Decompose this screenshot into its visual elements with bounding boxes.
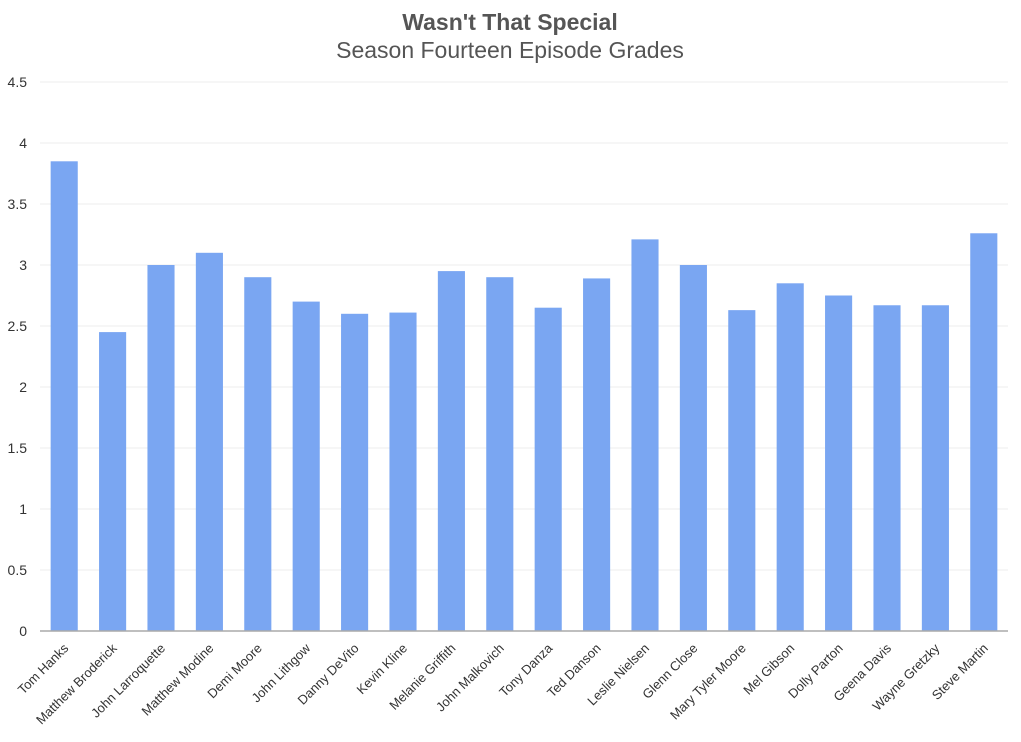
chart-subtitle: Season Fourteen Episode Grades xyxy=(336,37,684,63)
bar xyxy=(244,277,272,631)
chart-title: Wasn't That Special xyxy=(402,9,618,35)
bar xyxy=(389,312,417,631)
bar xyxy=(50,161,78,632)
y-tick-label: 2.5 xyxy=(8,318,28,334)
x-tick-label: Matthew Broderick xyxy=(33,640,120,727)
bar xyxy=(970,233,998,631)
bar xyxy=(631,239,659,631)
bar xyxy=(921,305,949,631)
bar xyxy=(341,313,369,631)
y-tick-label: 0.5 xyxy=(8,562,28,578)
y-tick-label: 4 xyxy=(19,135,27,151)
bar xyxy=(728,310,756,631)
y-axis-ticks: 0 0.5 1 1.5 2 2.5 3 3.5 4 4.5 xyxy=(8,74,28,639)
bar xyxy=(776,283,804,631)
bar xyxy=(825,295,853,631)
y-tick-label: 4.5 xyxy=(8,74,28,90)
y-tick-label: 2 xyxy=(19,379,27,395)
y-tick-label: 0 xyxy=(19,623,27,639)
bar xyxy=(437,271,465,631)
bar xyxy=(195,252,223,632)
bars xyxy=(50,161,998,632)
bar xyxy=(873,305,901,631)
y-tick-label: 3 xyxy=(19,257,27,273)
y-tick-label: 1.5 xyxy=(8,440,28,456)
bar xyxy=(99,332,127,631)
bar xyxy=(534,307,562,631)
bar xyxy=(147,265,175,631)
bar xyxy=(486,277,514,631)
gridlines xyxy=(40,81,1008,571)
bar xyxy=(583,278,611,631)
y-tick-label: 3.5 xyxy=(8,196,28,212)
y-tick-label: 1 xyxy=(19,501,27,517)
bar xyxy=(292,301,320,631)
bar xyxy=(679,265,707,631)
